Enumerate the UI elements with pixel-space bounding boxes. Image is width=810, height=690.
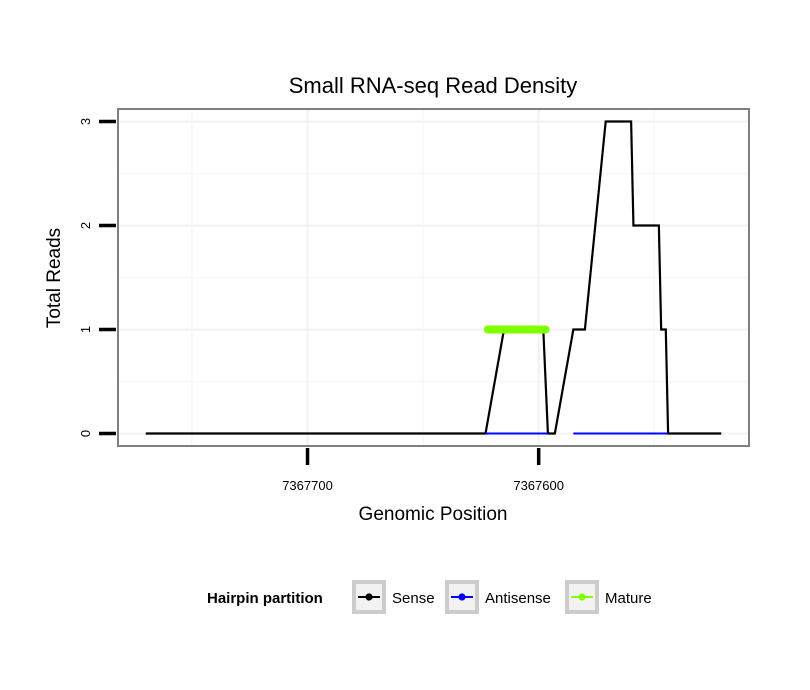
plot-border — [117, 108, 750, 447]
y-tick-label: 2 — [78, 222, 93, 229]
y-axis: 0 1 2 3 — [78, 118, 116, 437]
legend-label-sense: Sense — [392, 590, 435, 607]
x-axis: 7367700 7367600 — [282, 448, 564, 493]
legend-key-point — [578, 593, 586, 601]
legend: Hairpin partition Sense Antisense Mature — [207, 580, 652, 614]
legend-label-antisense: Antisense — [485, 590, 551, 607]
legend-label-mature: Mature — [605, 590, 652, 607]
series-layer — [145, 120, 722, 435]
y-axis-title: Total Reads — [44, 228, 65, 328]
chart-title: Small RNA-seq Read Density — [289, 73, 578, 98]
legend-key-point — [458, 593, 466, 601]
x-tick-label: 7367700 — [282, 478, 333, 493]
x-axis-title: Genomic Position — [359, 504, 508, 525]
y-tick-label: 3 — [78, 118, 93, 125]
y-tick-label: 1 — [78, 326, 93, 333]
legend-key-point — [365, 593, 373, 601]
y-tick-label: 0 — [78, 430, 93, 437]
grid-lines — [118, 109, 749, 446]
legend-title: Hairpin partition — [207, 590, 323, 607]
x-tick-label: 7367600 — [513, 478, 564, 493]
